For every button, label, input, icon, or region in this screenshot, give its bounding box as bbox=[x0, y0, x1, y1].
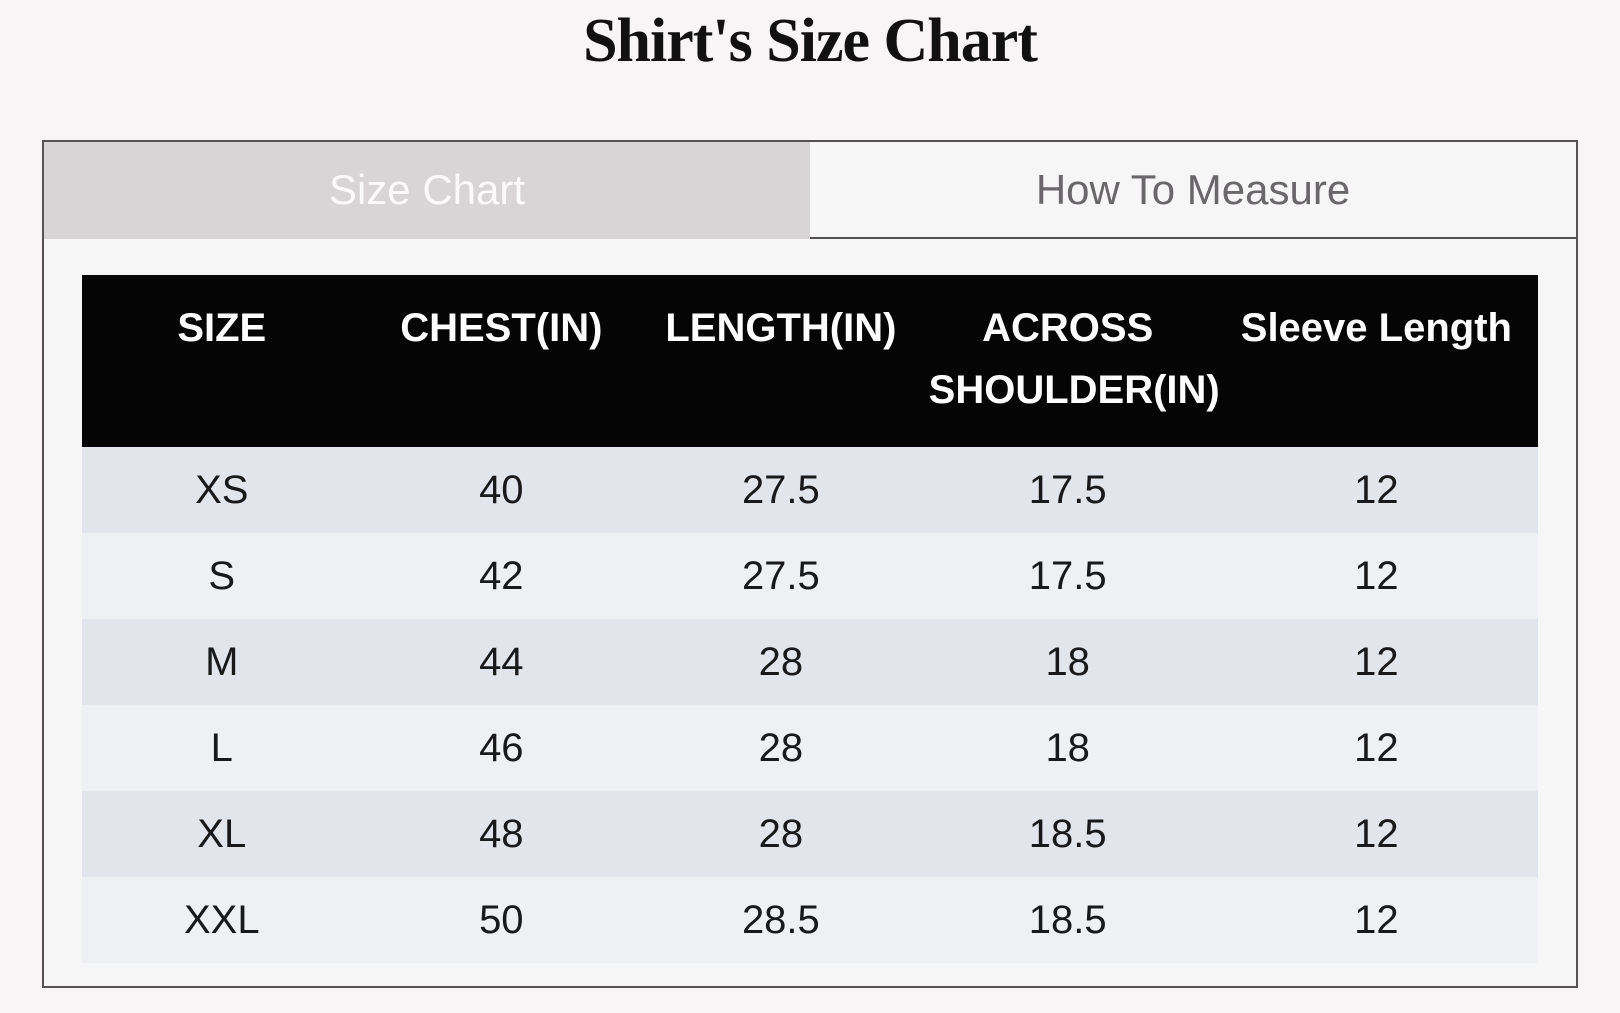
column-header: CHEST(IN) bbox=[361, 275, 642, 447]
column-header: ACROSS SHOULDER(IN) bbox=[920, 275, 1220, 447]
table-cell: 17.5 bbox=[920, 533, 1215, 619]
table-cell: S bbox=[82, 533, 362, 619]
table-cell: 48 bbox=[361, 791, 642, 877]
table-cell: 18 bbox=[920, 619, 1215, 705]
table-row: S 42 27.5 17.5 12 bbox=[82, 533, 1538, 619]
column-header: SIZE bbox=[82, 275, 362, 447]
table-cell: 12 bbox=[1214, 705, 1538, 791]
table-cell: 18.5 bbox=[920, 791, 1215, 877]
table-row: XXL 50 28.5 18.5 12 bbox=[82, 877, 1538, 963]
size-chart-panel: Size Chart How To Measure SIZE CHEST(IN) L… bbox=[42, 140, 1578, 988]
table-cell: 42 bbox=[361, 533, 642, 619]
page-title: Shirt's Size Chart bbox=[583, 7, 1038, 75]
tab-size-chart[interactable]: Size Chart bbox=[44, 142, 810, 239]
tab-bar: Size Chart How To Measure bbox=[44, 142, 1576, 239]
table-cell: 12 bbox=[1214, 791, 1538, 877]
table-cell: 17.5 bbox=[920, 447, 1215, 533]
table-cell: XL bbox=[82, 791, 362, 877]
column-header: LENGTH(IN) bbox=[641, 275, 921, 447]
size-table-body: XS 40 27.5 17.5 12 S 42 27.5 17.5 12 M 44 28 18 12 L 46 2… bbox=[82, 447, 1538, 963]
table-cell: 27.5 bbox=[641, 533, 921, 619]
size-chart-content: SIZE CHEST(IN) LENGTH(IN) ACROSS SHOULDER(I… bbox=[44, 239, 1576, 999]
table-cell: 12 bbox=[1214, 533, 1538, 619]
table-row: L 46 28 18 12 bbox=[82, 705, 1538, 791]
size-table-header-row: SIZE CHEST(IN) LENGTH(IN) ACROSS SHOULDER(I… bbox=[82, 275, 1538, 447]
table-cell: 40 bbox=[361, 447, 642, 533]
column-header: Sleeve Length bbox=[1214, 275, 1538, 447]
table-cell: 46 bbox=[361, 705, 642, 791]
table-cell: 12 bbox=[1214, 447, 1538, 533]
size-table: SIZE CHEST(IN) LENGTH(IN) ACROSS SHOULDER(I… bbox=[82, 275, 1538, 963]
table-cell: 27.5 bbox=[641, 447, 921, 533]
table-cell: 44 bbox=[361, 619, 642, 705]
table-cell: 18.5 bbox=[920, 877, 1215, 963]
table-row: M 44 28 18 12 bbox=[82, 619, 1538, 705]
table-cell: 50 bbox=[361, 877, 642, 963]
table-cell: 18 bbox=[920, 705, 1215, 791]
table-cell: 28 bbox=[641, 705, 921, 791]
table-cell: 12 bbox=[1214, 877, 1538, 963]
table-row: XL 48 28 18.5 12 bbox=[82, 791, 1538, 877]
table-cell: 12 bbox=[1214, 619, 1538, 705]
table-cell: XXL bbox=[82, 877, 362, 963]
table-cell: XS bbox=[82, 447, 362, 533]
tab-how-to-measure[interactable]: How To Measure bbox=[810, 142, 1576, 239]
table-cell: L bbox=[82, 705, 362, 791]
table-cell: 28.5 bbox=[641, 877, 921, 963]
table-cell: M bbox=[82, 619, 362, 705]
table-cell: 28 bbox=[641, 619, 921, 705]
table-cell: 28 bbox=[641, 791, 921, 877]
table-row: XS 40 27.5 17.5 12 bbox=[82, 447, 1538, 533]
